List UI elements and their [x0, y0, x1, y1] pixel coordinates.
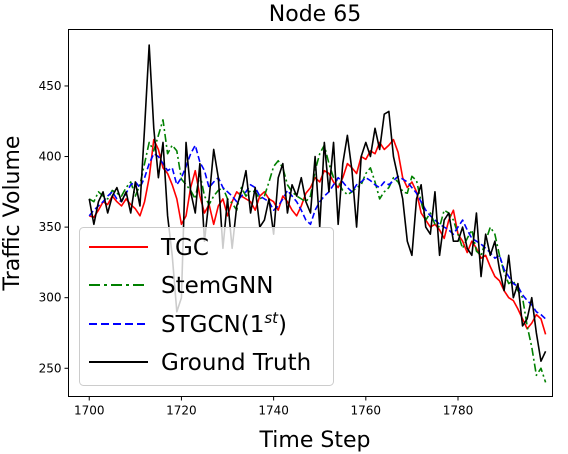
series-line-stgcn-1st: [88, 144, 547, 320]
legend-box: [79, 227, 334, 386]
y-tick-label: 250: [39, 361, 62, 375]
series-line-stemgnn: [88, 119, 547, 383]
y-tick-label: 350: [39, 220, 62, 234]
x-tick-label: 1700: [74, 404, 105, 418]
x-tick-label: 1760: [351, 404, 382, 418]
plot-frame: [68, 29, 553, 397]
y-tick-label: 400: [39, 150, 62, 164]
series-line-ground-truth: [88, 44, 547, 363]
x-tick-label: 1720: [166, 404, 197, 418]
y-axis-label: Traffic Volume: [0, 136, 25, 292]
x-tick-label: 1780: [443, 404, 474, 418]
chart-title: Node 65: [269, 2, 361, 27]
y-tick-label: 450: [39, 79, 62, 93]
y-axis: 250 300 350 400 450: [39, 79, 69, 375]
legend-label: StemGNN: [161, 273, 273, 299]
plot-area: [88, 44, 547, 383]
y-tick-label: 300: [39, 291, 62, 305]
legend-label: TGC: [160, 235, 209, 261]
legend-label: Ground Truth: [161, 350, 311, 376]
x-axis: 1700 1720 1740 1760 1780: [74, 396, 474, 418]
x-axis-label: Time Step: [259, 428, 371, 453]
x-tick-label: 1740: [258, 404, 289, 418]
